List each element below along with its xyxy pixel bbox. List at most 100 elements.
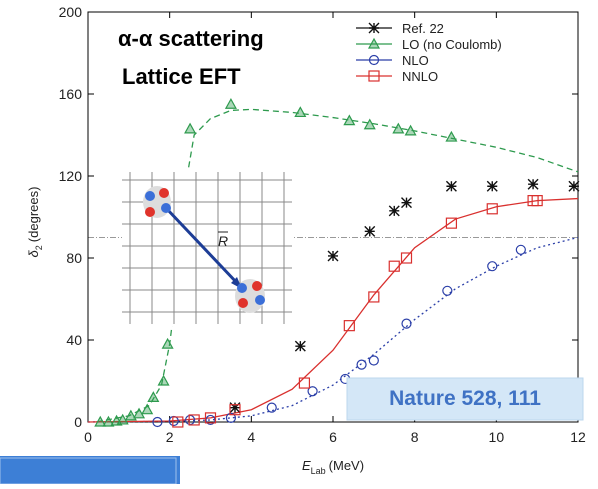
legend-marker (368, 70, 380, 82)
legend-label: NNLO (402, 69, 438, 84)
marker (401, 197, 412, 209)
decor-box (0, 456, 180, 484)
y-label-unit: (degrees) (26, 187, 41, 243)
marker (147, 391, 160, 402)
marker (388, 260, 400, 272)
x-axis-label: ELab (MeV) (302, 458, 364, 476)
marker (152, 416, 163, 428)
annotation: Nature 528, 111 (389, 387, 541, 410)
x-label-unit: (MeV) (329, 458, 364, 473)
marker (442, 285, 453, 296)
marker (363, 118, 376, 130)
marker (486, 180, 498, 192)
marker (294, 340, 306, 352)
marker (368, 355, 379, 366)
marker (204, 412, 217, 424)
y-label-symbol: δ (26, 249, 41, 257)
legend-label: LO (no Coulomb) (402, 37, 502, 52)
marker (487, 261, 498, 272)
marker (531, 195, 543, 207)
marker (368, 291, 380, 303)
y-tick-label: 120 (59, 168, 83, 184)
marker (141, 403, 154, 415)
legend-marker (368, 22, 380, 34)
marker (404, 124, 417, 136)
y-tick-label: 80 (66, 250, 82, 266)
marker (225, 412, 237, 423)
legend-marker (367, 37, 381, 49)
marker (327, 250, 339, 262)
marker (392, 122, 405, 134)
marker (445, 180, 457, 192)
fit-curve (87, 197, 579, 423)
marker (172, 416, 184, 428)
x-tick-label: 2 (166, 429, 174, 445)
marker (364, 225, 376, 237)
marker (116, 413, 129, 425)
y-label-sub: 2 (34, 245, 44, 250)
inset-particle (237, 283, 247, 293)
inset-particle (238, 298, 248, 308)
inset-particle (145, 191, 155, 201)
x-tick-label: 10 (489, 429, 505, 445)
marker (94, 415, 107, 427)
marker (157, 374, 170, 386)
x-tick-label: 6 (329, 429, 337, 445)
legend-marker (368, 54, 380, 66)
marker (184, 122, 197, 134)
annotation-box (346, 377, 584, 421)
marker (343, 114, 356, 126)
marker (229, 402, 241, 414)
marker (188, 414, 200, 426)
marker (445, 130, 458, 142)
y-tick-label: 200 (59, 4, 83, 20)
y-tick-label: 160 (59, 86, 83, 102)
marker (401, 318, 412, 329)
inset-particle (161, 203, 171, 213)
marker (102, 415, 115, 427)
inset-diagram: R (122, 170, 294, 326)
x-tick-label: 0 (84, 429, 92, 445)
x-tick-label: 12 (570, 429, 586, 445)
inset-particle (252, 281, 262, 291)
marker (124, 409, 137, 421)
marker (486, 203, 498, 215)
marker (133, 407, 146, 419)
chart-title: α-α scattering (118, 26, 264, 51)
marker (356, 359, 367, 370)
x-tick-label: 4 (247, 429, 255, 445)
inset-particle (255, 295, 265, 305)
y-tick-label: 40 (66, 332, 82, 348)
marker (224, 98, 237, 109)
marker (400, 252, 413, 264)
marker (266, 402, 277, 413)
marker (343, 320, 355, 332)
marker (568, 180, 580, 192)
y-tick-label: 0 (74, 414, 82, 430)
fit-curve (96, 108, 579, 423)
marker (445, 217, 458, 229)
plot-frame (87, 11, 579, 423)
decor-box-edge (0, 457, 177, 485)
marker (229, 404, 241, 416)
y-axis-label: δ2 (degrees) (26, 187, 44, 258)
marker (527, 178, 539, 190)
x-label-symbol: E (302, 458, 311, 473)
x-tick-label: 8 (411, 429, 419, 445)
x-label-sub: Lab (311, 466, 326, 476)
legend-label: Ref. 22 (402, 21, 444, 36)
chart-subtitle: Lattice EFT (122, 64, 241, 89)
inset-label: R (218, 233, 228, 249)
inset-particle (145, 207, 155, 217)
marker (294, 106, 307, 118)
legend-label: NLO (402, 53, 429, 68)
inset-arrow (164, 206, 240, 286)
marker (515, 244, 526, 255)
marker (388, 205, 400, 217)
inset-particle (159, 188, 169, 198)
fit-curve (87, 236, 579, 423)
